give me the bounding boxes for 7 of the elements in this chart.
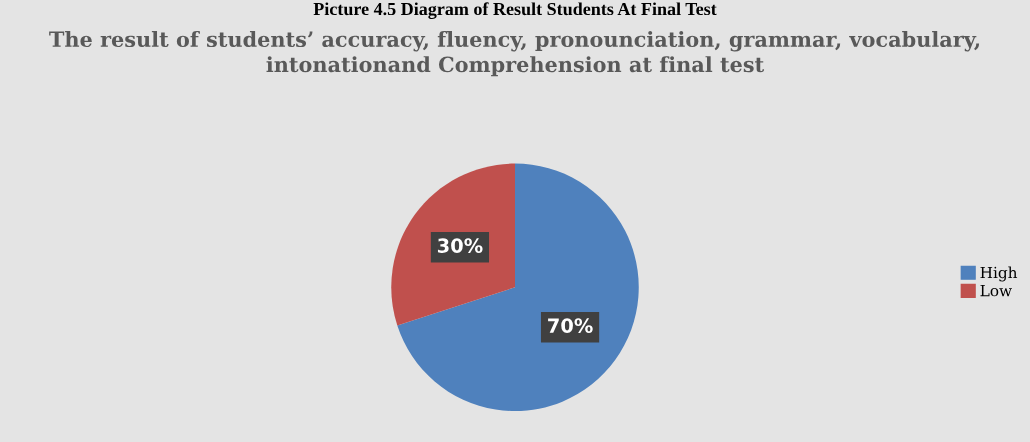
legend-label: Low: [980, 284, 1012, 297]
chart-title: The result of students’ accuracy, fluency, pronounciation, grammar, vocabulary, intonationand Comprehension at final test: [49, 30, 980, 77]
data-label: 70%: [548, 318, 593, 333]
text: Picture 4.5 Diagram of Result Students At Final Test: [313, 2, 717, 19]
data-label: 30%: [437, 238, 483, 253]
legend-label: High: [980, 266, 1018, 282]
pie-slice: [397, 163, 639, 412]
